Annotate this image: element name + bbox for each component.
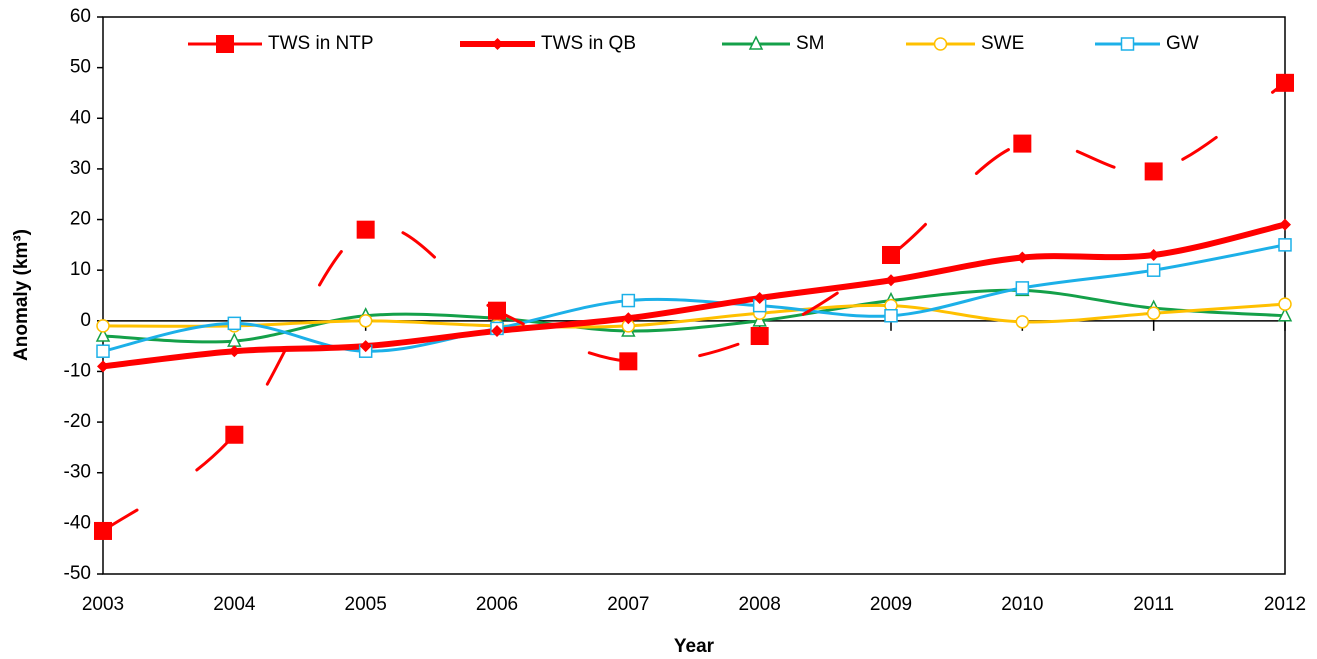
marker — [882, 245, 900, 264]
marker — [884, 309, 898, 323]
marker — [1279, 218, 1291, 231]
marker — [96, 319, 110, 333]
x-tick-label: 2009 — [870, 594, 912, 615]
x-tick-label: 2003 — [82, 594, 124, 615]
marker — [225, 425, 244, 444]
marker — [621, 293, 636, 308]
marker — [491, 324, 503, 337]
x-tick-label: 2011 — [1133, 594, 1174, 615]
series-line — [101, 288, 1287, 344]
marker — [97, 360, 109, 373]
marker — [750, 327, 769, 346]
marker — [1016, 251, 1029, 264]
x-tick-label: 2010 — [1001, 594, 1043, 615]
legend-label: TWS in QB — [541, 33, 636, 54]
series-line — [101, 302, 1287, 329]
series-line — [101, 243, 1287, 353]
marker — [1278, 238, 1292, 252]
y-tick-label: -40 — [64, 512, 91, 533]
marker — [491, 38, 504, 50]
y-tick-label: -50 — [64, 563, 91, 584]
marker — [748, 35, 764, 50]
y-axis-title: Anomaly (km³) — [11, 229, 32, 361]
marker — [94, 521, 112, 540]
marker — [96, 344, 110, 358]
marker — [227, 316, 242, 331]
legend-label: TWS in NTP — [268, 33, 374, 54]
marker — [1146, 306, 1161, 320]
plot-frame — [102, 16, 1286, 575]
marker — [356, 220, 375, 239]
marker — [619, 352, 638, 371]
y-tick-label: -20 — [64, 411, 91, 432]
marker — [95, 327, 111, 342]
y-tick-label: 10 — [70, 259, 91, 280]
y-tick-label: -10 — [64, 360, 91, 381]
y-tick-label: 20 — [70, 209, 91, 230]
x-tick-label: 2012 — [1264, 594, 1306, 615]
marker — [622, 312, 635, 325]
x-axis-title: Year — [674, 636, 715, 657]
marker — [1277, 307, 1293, 322]
x-tick-label: 2006 — [476, 594, 518, 615]
marker — [1013, 134, 1032, 153]
marker — [1015, 315, 1030, 329]
marker — [1147, 248, 1160, 261]
legend-label: SM — [796, 33, 825, 54]
marker — [359, 340, 372, 353]
marker — [1120, 37, 1135, 51]
marker — [885, 274, 897, 287]
y-tick-label: 40 — [70, 107, 91, 128]
marker — [1276, 73, 1294, 92]
marker — [753, 292, 766, 305]
y-tick-label: 50 — [70, 57, 91, 78]
marker — [216, 35, 234, 53]
y-tick-label: -30 — [64, 462, 91, 483]
x-tick-label: 2005 — [345, 594, 387, 615]
series-line — [101, 81, 1287, 533]
x-tick-label: 2007 — [607, 594, 649, 615]
marker — [488, 301, 506, 320]
y-tick-label: 0 — [80, 310, 91, 331]
x-tick-label: 2004 — [213, 594, 256, 615]
y-tick-label: 60 — [70, 6, 91, 27]
marker — [1146, 263, 1161, 277]
marker — [1144, 162, 1163, 181]
marker — [228, 345, 241, 358]
marker — [1278, 297, 1292, 311]
marker — [933, 37, 948, 51]
marker — [358, 314, 373, 328]
x-tick-label: 2008 — [739, 594, 781, 615]
marker — [1015, 281, 1030, 295]
legend-label: GW — [1166, 33, 1199, 54]
y-tick-label: 30 — [70, 158, 91, 179]
series-line — [100, 221, 1288, 370]
legend-label: SWE — [981, 33, 1024, 54]
